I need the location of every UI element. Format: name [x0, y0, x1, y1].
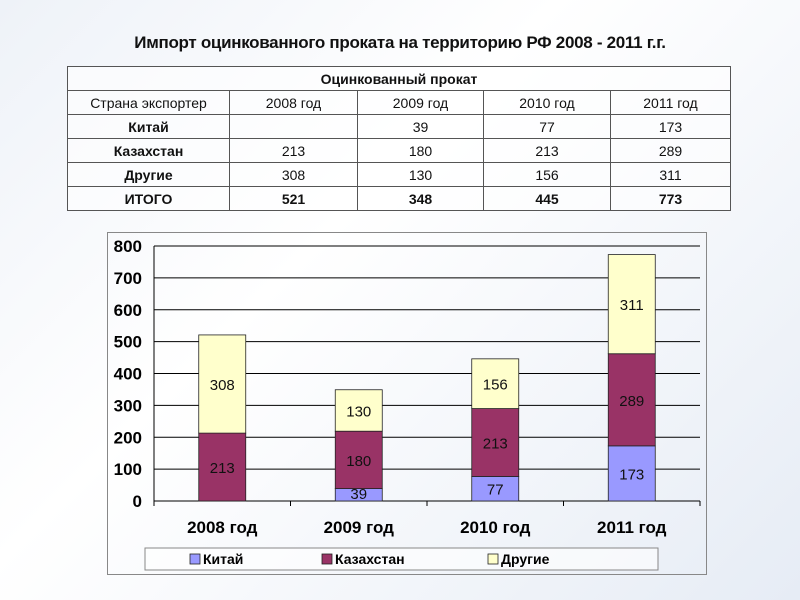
- table-header-row: Страна экспортер 2008 год 2009 год 2010 …: [67, 90, 731, 115]
- data-label: 39: [350, 486, 367, 503]
- x-tick-label: 2010 год: [460, 518, 531, 537]
- bar-segment: [471, 358, 520, 409]
- legend: [144, 547, 659, 571]
- data-label: 289: [619, 393, 644, 410]
- bar-segment: [198, 432, 247, 502]
- data-label: 77: [487, 482, 504, 499]
- bar-segment: [334, 430, 383, 489]
- bar-segment: [607, 353, 656, 447]
- slide-title: Импорт оцинкованного проката на территор…: [134, 33, 666, 52]
- y-tick-label: 0: [133, 492, 142, 511]
- cell: 39: [357, 114, 484, 139]
- y-tick-label: 700: [114, 269, 142, 288]
- legend-swatch: [321, 553, 333, 565]
- table-row-total: ИТОГО 521 348 445 773: [67, 186, 731, 211]
- bar-segment: [471, 476, 520, 502]
- cell: 521: [229, 186, 358, 211]
- cell: 445: [483, 186, 611, 211]
- x-tick-label: 2011 год: [597, 518, 667, 537]
- x-tick-label: 2008 год: [187, 518, 258, 537]
- bar-segment: [334, 389, 383, 432]
- table-row: Казахстан 213 180 213 289: [67, 138, 731, 163]
- legend-label: Другие: [501, 551, 550, 567]
- bar-segment: [471, 408, 520, 477]
- x-tick-label: 2009 год: [324, 518, 395, 537]
- data-label: 213: [210, 460, 235, 477]
- cell: 213: [229, 138, 358, 163]
- cell: 311: [610, 162, 731, 187]
- cell: 773: [610, 186, 731, 211]
- cell: 348: [357, 186, 484, 211]
- data-label: 213: [483, 436, 508, 453]
- table-row: Китай 39 77 173: [67, 114, 731, 139]
- row-label: Казахстан: [67, 138, 230, 163]
- table-row: Другие 308 130 156 311: [67, 162, 731, 187]
- y-tick-label: 400: [114, 365, 142, 384]
- bar-segment: [607, 254, 656, 355]
- data-label: 311: [620, 297, 644, 314]
- data-label: 173: [619, 466, 644, 483]
- data-table: Оцинкованный прокат Страна экспортер 200…: [67, 66, 731, 211]
- bar-segment: [198, 334, 247, 434]
- data-label: 156: [483, 377, 508, 394]
- data-label: 180: [346, 453, 371, 470]
- cell: 77: [483, 114, 611, 139]
- y-tick-label: 200: [114, 428, 142, 447]
- cell: 308: [229, 162, 358, 187]
- data-label: 130: [346, 403, 371, 420]
- legend-swatch: [189, 553, 201, 565]
- cell: 289: [610, 138, 731, 163]
- y-tick-label: 600: [114, 301, 142, 320]
- cell: 156: [483, 162, 611, 187]
- legend-swatch: [487, 553, 499, 565]
- row-label: Другие: [67, 162, 230, 187]
- row-label: ИТОГО: [67, 186, 230, 211]
- y-tick-label: 800: [114, 237, 142, 256]
- chart-frame: [107, 232, 707, 575]
- y-tick-label: 500: [114, 333, 142, 352]
- y-tick-label: 300: [114, 396, 142, 415]
- legend-label: Китай: [203, 551, 243, 567]
- row-label: Китай: [67, 114, 230, 139]
- data-label: 308: [210, 377, 235, 394]
- column-header: 2011 год: [610, 90, 731, 115]
- column-header: 2009 год: [357, 90, 484, 115]
- legend-label: Казахстан: [335, 551, 405, 567]
- y-tick-label: 100: [114, 460, 142, 479]
